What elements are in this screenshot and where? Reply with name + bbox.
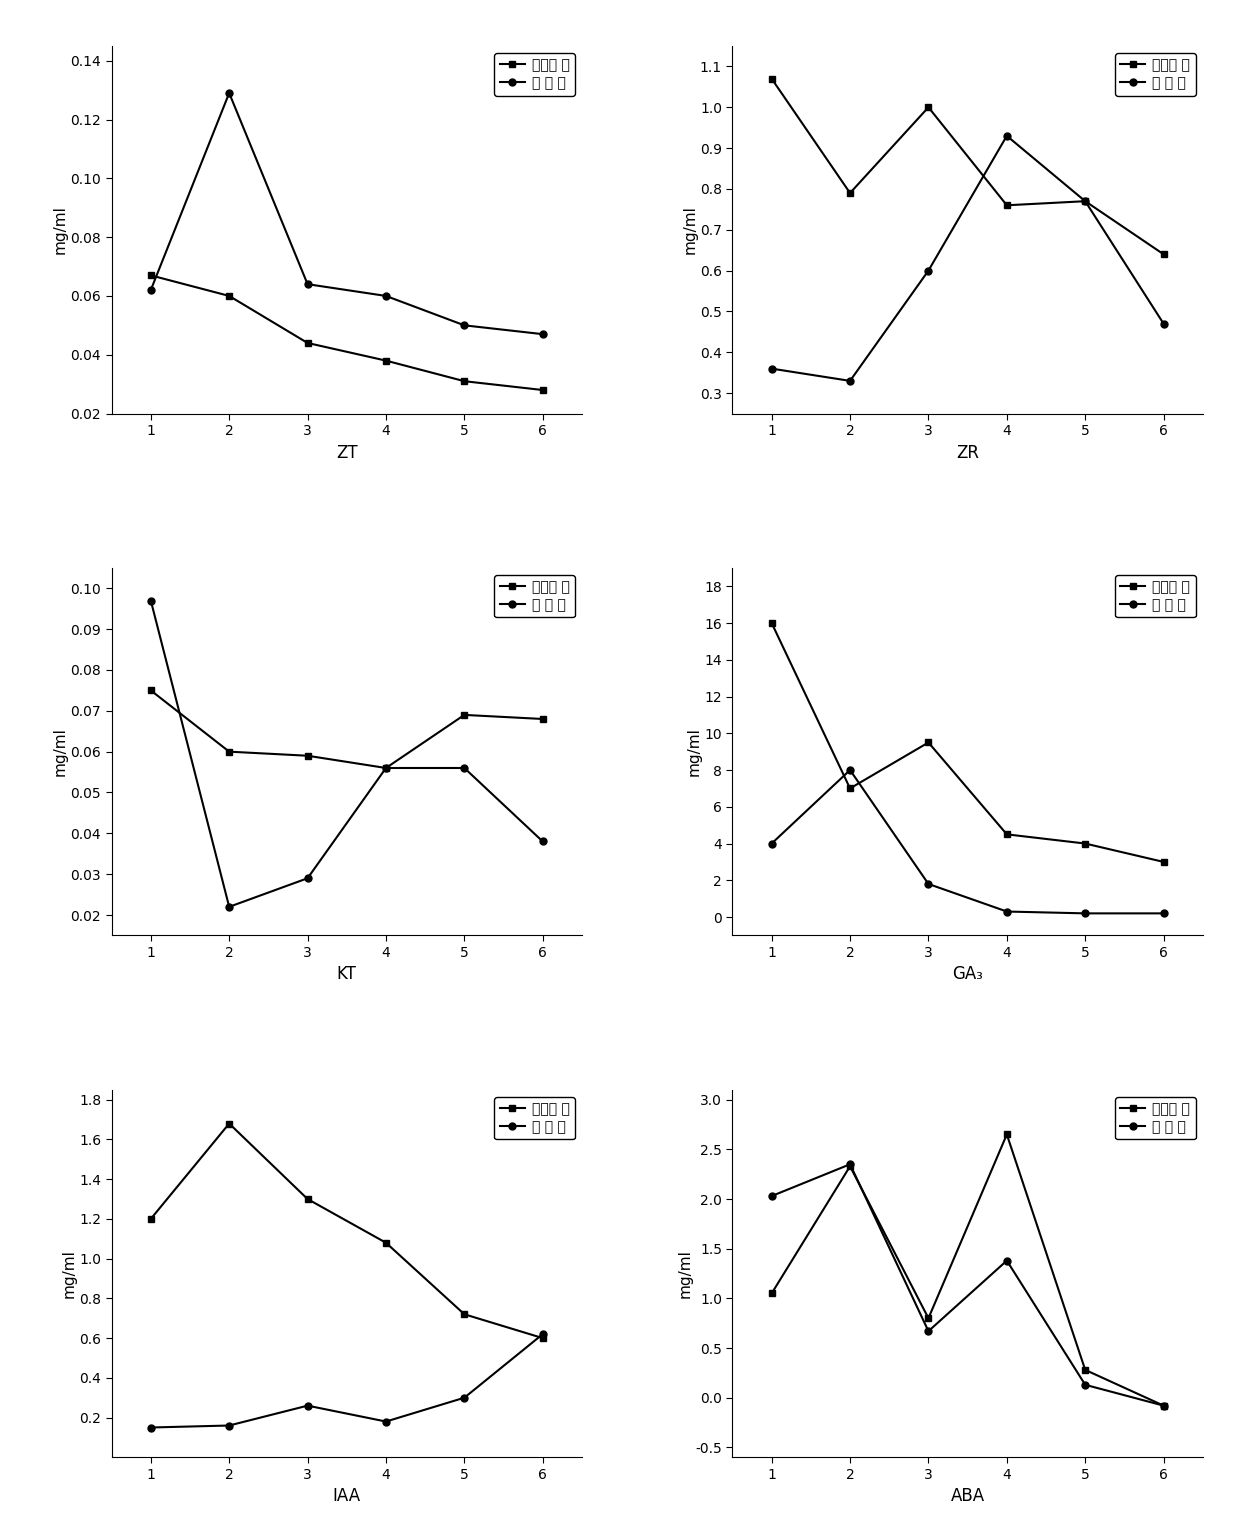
Y-axis label: mg/ml: mg/ml	[52, 727, 68, 776]
Legend: 山东丹 参, 川 丹 参: 山东丹 参, 川 丹 参	[1115, 54, 1195, 95]
Y-axis label: mg/ml: mg/ml	[677, 1249, 692, 1298]
X-axis label: ZR: ZR	[956, 443, 980, 462]
X-axis label: KT: KT	[337, 965, 357, 983]
Legend: 山东丹 参, 川 丹 参: 山东丹 参, 川 丹 参	[494, 1097, 575, 1140]
X-axis label: ABA: ABA	[951, 1488, 985, 1505]
Y-axis label: mg/ml: mg/ml	[687, 727, 702, 776]
Y-axis label: mg/ml: mg/ml	[682, 206, 697, 255]
Y-axis label: mg/ml: mg/ml	[61, 1249, 77, 1298]
X-axis label: ZT: ZT	[336, 443, 357, 462]
X-axis label: GA₃: GA₃	[952, 965, 983, 983]
X-axis label: IAA: IAA	[332, 1488, 361, 1505]
Legend: 山东丹 参, 川 丹 参: 山东丹 参, 川 丹 参	[1115, 1097, 1195, 1140]
Y-axis label: mg/ml: mg/ml	[52, 206, 68, 255]
Legend: 山东丹 参, 川 丹 参: 山东丹 参, 川 丹 参	[1115, 575, 1195, 617]
Legend: 山东丹 参, 川 丹 参: 山东丹 参, 川 丹 参	[494, 54, 575, 95]
Legend: 山东丹 参, 川 丹 参: 山东丹 参, 川 丹 参	[494, 575, 575, 617]
